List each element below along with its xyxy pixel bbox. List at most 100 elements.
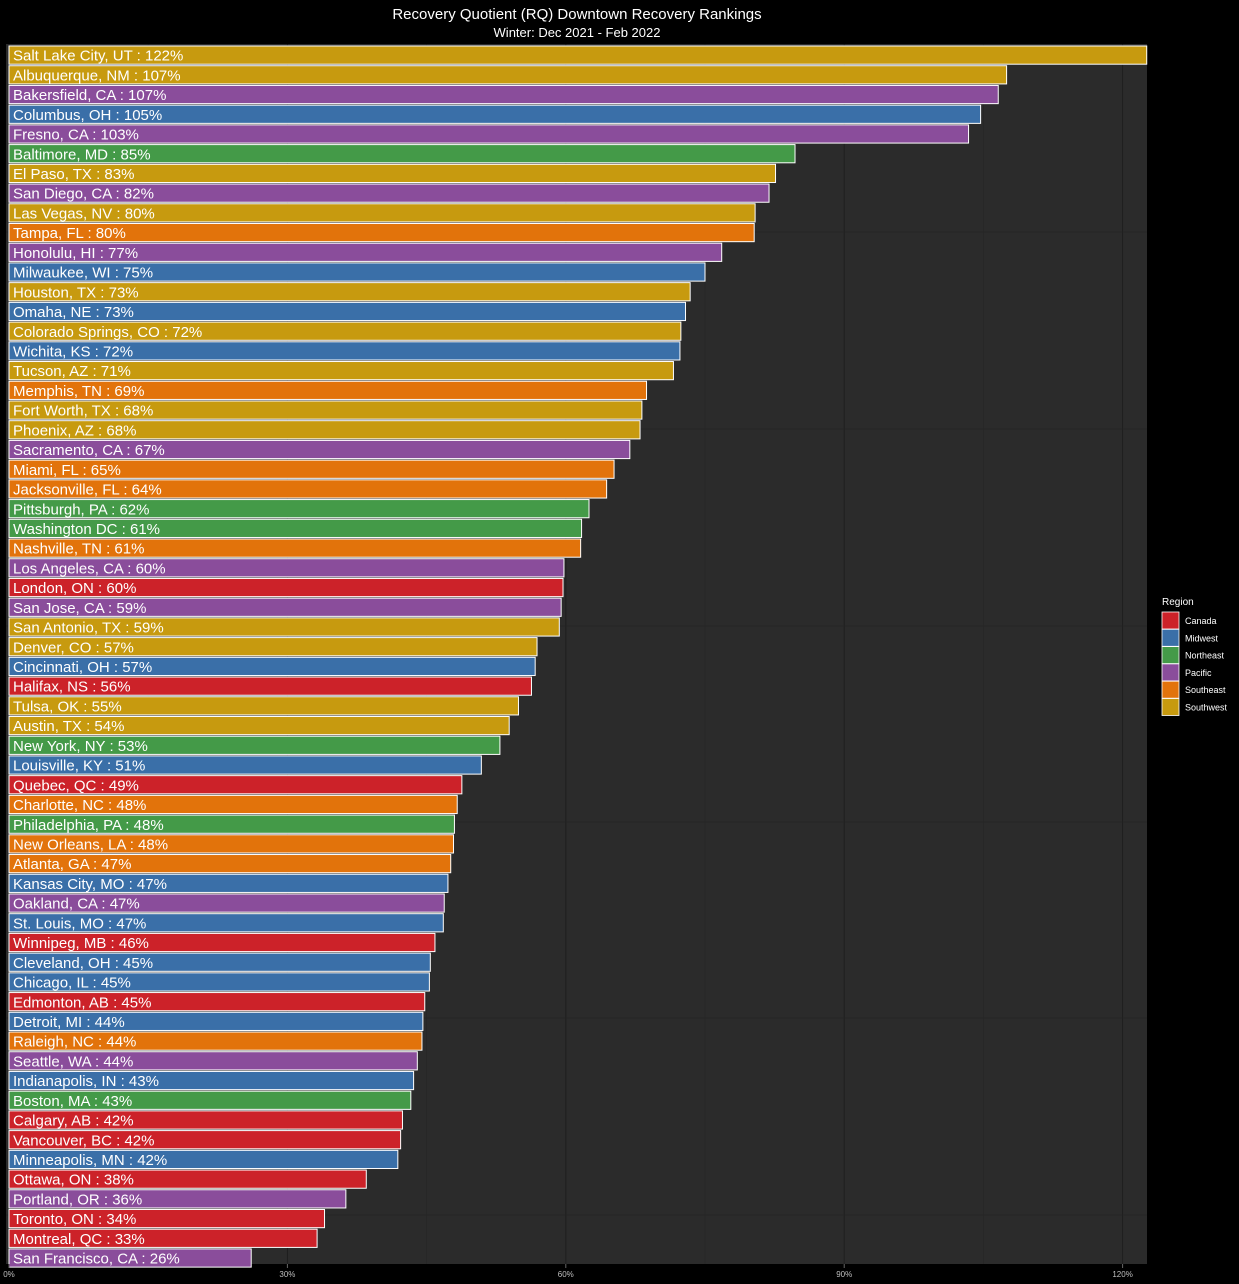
bar-label: Toronto, ON : 34% <box>13 1211 136 1228</box>
bar <box>8 400 643 420</box>
bar <box>8 854 452 874</box>
bar <box>8 1149 399 1170</box>
bar <box>8 420 641 440</box>
bar-label: Nashville, TN : 61% <box>13 541 144 558</box>
bar-labels: Salt Lake City, UT : 122% Albuquerque, NM… <box>13 48 202 1268</box>
bar <box>8 321 682 341</box>
bar-label: San Antonio, TX : 59% <box>13 620 164 637</box>
bar-label: Boston, MA : 43% <box>13 1093 132 1110</box>
bar <box>8 834 455 854</box>
bar-label: Washington DC : 61% <box>13 521 160 538</box>
legend-label: Southwest <box>1185 703 1228 713</box>
x-axis: 0% 30% 60% 90% 120% <box>3 1264 1133 1279</box>
bar-label: Portland, OR : 36% <box>13 1191 142 1208</box>
bar <box>8 1011 424 1031</box>
bar-label: New York, NY : 53% <box>13 738 148 755</box>
bar <box>8 696 519 716</box>
bar <box>8 952 431 972</box>
bar <box>8 1070 415 1091</box>
bar <box>8 735 501 755</box>
bar <box>8 282 691 302</box>
bar <box>8 577 564 598</box>
bar <box>8 637 538 657</box>
bar <box>8 203 756 223</box>
legend-swatch <box>1161 646 1180 664</box>
bar-label: Omaha, NE : 73% <box>13 304 134 321</box>
legend-label: Canada <box>1185 616 1217 626</box>
bar-label: Sacramento, CA : 67% <box>13 442 165 459</box>
bar-label: Houston, TX : 73% <box>13 284 139 301</box>
bar <box>8 222 755 243</box>
bar-label: Calgary, AB : 42% <box>13 1113 134 1130</box>
legend-swatch <box>1161 611 1180 630</box>
bar <box>8 913 444 933</box>
bar-label: Denver, CO : 57% <box>13 639 134 656</box>
bar <box>8 242 723 262</box>
legend-swatch <box>1161 628 1180 647</box>
bar-label: Ottawa, ON : 38% <box>13 1172 134 1189</box>
bar <box>8 775 463 795</box>
bar-label: Baltimore, MD : 85% <box>13 146 151 163</box>
bar-label: Albuquerque, NM : 107% <box>13 67 181 84</box>
bar <box>8 1090 412 1110</box>
bar-label: Quebec, QC : 49% <box>13 777 139 794</box>
bar-label: Memphis, TN : 69% <box>13 383 144 400</box>
bar-label: Kansas City, MO : 47% <box>13 876 167 893</box>
bar <box>8 794 458 815</box>
bar <box>8 656 536 677</box>
bar <box>8 341 681 361</box>
bar <box>8 124 970 144</box>
bar <box>8 1110 403 1130</box>
bar <box>8 1130 402 1150</box>
bar-label: Louisville, KY : 51% <box>13 758 145 775</box>
bar <box>8 1208 326 1229</box>
x-tick-label: 60% <box>558 1270 574 1279</box>
bar-label: Milwaukee, WI : 75% <box>13 265 153 282</box>
bar <box>8 1031 423 1051</box>
bar <box>8 183 770 203</box>
bar-label: Minneapolis, MN : 42% <box>13 1152 167 1169</box>
legend-label: Pacific <box>1185 668 1212 678</box>
bar-label: Fresno, CA : 103% <box>13 127 139 144</box>
bar-label: Colorado Springs, CO : 72% <box>13 324 202 341</box>
bar-label: Tulsa, OK : 55% <box>13 698 122 715</box>
bar-label: Edmonton, AB : 45% <box>13 994 151 1011</box>
bar <box>8 1051 418 1071</box>
bar <box>8 163 777 184</box>
bar <box>8 262 706 282</box>
chart-subtitle: Winter: Dec 2021 - Feb 2022 <box>494 25 661 40</box>
legend-label: Southeast <box>1185 685 1226 695</box>
bar <box>8 1228 318 1248</box>
bar-label: Honolulu, HI : 77% <box>13 245 138 262</box>
bar <box>8 617 560 637</box>
x-tick-label: 90% <box>836 1270 852 1279</box>
bar-label: Oakland, CA : 47% <box>13 896 140 913</box>
bar-label: Tucson, AZ : 71% <box>13 363 131 380</box>
bar <box>8 814 455 834</box>
bar-label: Las Vegas, NV : 80% <box>13 205 155 222</box>
bar-label: El Paso, TX : 83% <box>13 166 134 183</box>
x-tick-label: 120% <box>1112 1270 1132 1279</box>
bar-label: Chicago, IL : 45% <box>13 975 131 992</box>
bar-label: New Orleans, LA : 48% <box>13 837 168 854</box>
bar-label: Atlanta, GA : 47% <box>13 856 131 873</box>
bar-label: Montreal, QC : 33% <box>13 1231 145 1248</box>
bar-label: Detroit, MI : 44% <box>13 1014 125 1031</box>
bar-label: San Jose, CA : 59% <box>13 600 146 617</box>
bar-label: Seattle, WA : 44% <box>13 1053 133 1070</box>
bar <box>8 992 426 1012</box>
bar-label: Phoenix, AZ : 68% <box>13 422 136 439</box>
bar <box>8 84 999 105</box>
bar <box>8 932 436 953</box>
bar <box>8 499 590 519</box>
bar <box>8 459 615 479</box>
bar-label: Wichita, KS : 72% <box>13 344 133 361</box>
legend-swatch <box>1161 698 1180 716</box>
legend-label: Midwest <box>1185 633 1219 643</box>
bar-label: Cleveland, OH : 45% <box>13 955 153 972</box>
legend-swatch <box>1161 680 1180 699</box>
bar-label: Charlotte, NC : 48% <box>13 797 146 814</box>
bar <box>8 972 430 992</box>
bar <box>8 45 1148 65</box>
